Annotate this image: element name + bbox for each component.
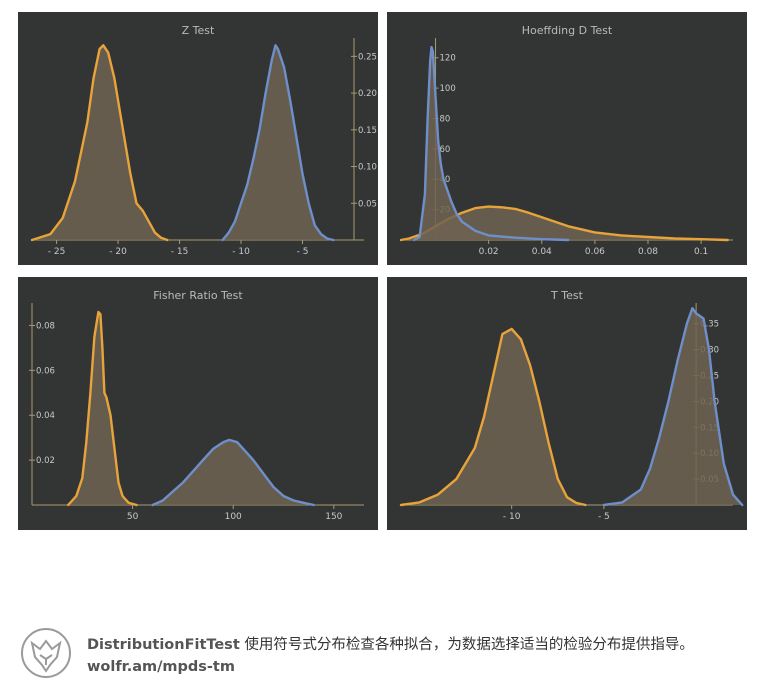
y-tick-label: 0.08 [36, 321, 55, 331]
series-line-0 [30, 44, 169, 242]
y-tick-label: 0.20 [358, 89, 377, 99]
chart-title: Hoeffding D Test [522, 24, 613, 37]
chart-panel-hoeffding-d-test: Hoeffding D Test0.020.040.060.080.120406… [387, 12, 747, 265]
wolf-logo-icon [21, 628, 71, 678]
y-tick-label: 100 [440, 84, 456, 94]
chart-panel-fisher-ratio-test: Fisher Ratio Test 50 100 150 0.02 0.04 0.06 0.0… [18, 277, 378, 530]
series-line-1 [602, 307, 744, 507]
chart-title: T Test [550, 289, 584, 302]
series-area-1 [414, 47, 569, 240]
chart-panel-z-test: Z Test - 25 - 20 - 15 - 10 - 5 0.05 0.10 0.15 0.2… [18, 12, 378, 265]
series-area-0 [401, 206, 728, 240]
x-tick-label: - 15 [171, 247, 189, 257]
x-tick-label: 150 [325, 512, 342, 522]
y-tick-label: 0.35 [700, 320, 719, 330]
x-tick-label: - 10 [503, 512, 521, 522]
series-area-0 [32, 45, 168, 240]
y-tick-label: 0.06 [36, 366, 55, 376]
y-tick-label: 0.10 [358, 163, 377, 173]
series-line-0 [399, 327, 587, 507]
x-tick-label: 50 [127, 512, 139, 522]
y-tick-label: 0.25 [358, 52, 377, 62]
x-tick-label: - 5 [297, 247, 309, 257]
y-tick-label: 0.04 [36, 411, 55, 421]
y-tick-label: 80 [440, 114, 451, 124]
chart-title: Fisher Ratio Test [153, 289, 243, 302]
y-tick-label: 120 [440, 54, 456, 64]
x-tick-label: 100 [225, 512, 242, 522]
x-tick-label: - 5 [598, 512, 610, 522]
series-line-0 [67, 310, 138, 507]
series-line-1 [151, 438, 315, 507]
series-area-1 [152, 439, 314, 505]
chart-svg: Hoeffding D Test0.020.040.060.080.120406… [399, 24, 733, 257]
x-tick-label: - 10 [232, 247, 250, 257]
y-tick-label: 0.05 [358, 199, 377, 209]
footer-link[interactable]: wolfr.am/mpds-tm [87, 659, 235, 675]
x-tick-label: 0.08 [638, 247, 658, 257]
chart-svg: Z Test - 25 - 20 - 15 - 10 - 5 0.05 0.10 0.15 0.2… [30, 24, 377, 257]
chart-svg: Fisher Ratio Test 50 100 150 0.02 0.04 0.06 0.0… [29, 289, 364, 522]
x-tick-label: 0.04 [532, 247, 552, 257]
chart-panel-t-test: T Test- 10- 50.050.100.150.200.250.300.3… [387, 277, 747, 530]
series-line-1 [413, 45, 570, 242]
x-tick-label: 0.06 [585, 247, 605, 257]
y-tick-label: 0.02 [36, 456, 55, 466]
y-tick-label: 60 [440, 145, 451, 155]
footer-text: DistributionFitTest 使用符号式分布检查各种拟合，为数据选择适… [87, 634, 694, 678]
x-tick-label: - 20 [109, 247, 127, 257]
tool-name[interactable]: DistributionFitTest [87, 637, 240, 653]
y-tick-label: 0.15 [358, 126, 377, 136]
series-area-0 [401, 328, 586, 505]
x-tick-label: 0.02 [479, 247, 499, 257]
series-line-1 [221, 44, 335, 242]
x-tick-label: 0.1 [694, 247, 708, 257]
footer: DistributionFitTest 使用符号式分布检查各种拟合，为数据选择适… [20, 627, 760, 683]
x-tick-label: - 25 [48, 247, 66, 257]
chart-svg: T Test- 10- 50.050.100.150.200.250.300.3… [399, 289, 744, 522]
series-area-1 [603, 308, 743, 505]
tool-description: 使用符号式分布检查各种拟合，为数据选择适当的检验分布提供指导。 [239, 637, 694, 653]
chart-title: Z Test [182, 24, 215, 37]
